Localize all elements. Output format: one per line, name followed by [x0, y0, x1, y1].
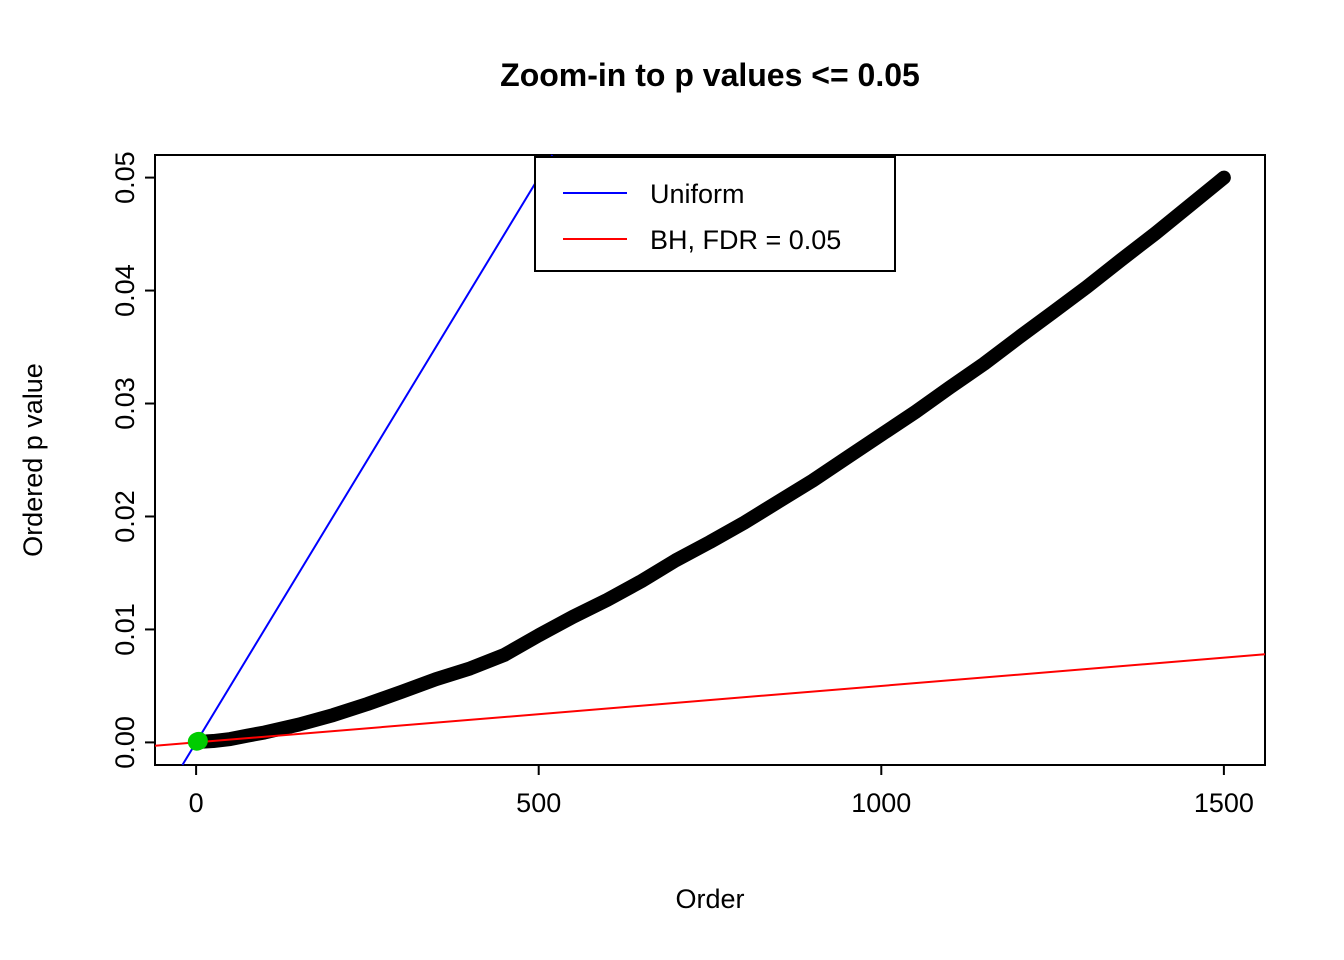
bh-line	[154, 653, 1266, 747]
uniform-line	[181, 154, 554, 766]
legend: Uniform BH, FDR = 0.05	[534, 156, 896, 272]
y-axis-title: Ordered p value	[18, 363, 48, 557]
y-tick-label: 0.02	[110, 490, 140, 543]
legend-label-bh: BH, FDR = 0.05	[650, 225, 841, 255]
x-axis-title: Order	[675, 884, 744, 914]
x-tick-label: 1500	[1194, 788, 1254, 818]
significant-points	[187, 731, 208, 751]
p-value-curve-path	[189, 170, 1231, 749]
plot-border-box	[154, 154, 1266, 766]
plot-title: Zoom-in to p values <= 0.05	[500, 57, 920, 93]
y-axis: 0.00 0.01 0.02 0.03 0.04 0.05	[110, 151, 155, 769]
legend-box	[534, 156, 896, 272]
y-tick-label: 0.05	[110, 151, 140, 204]
y-tick-label: 0.03	[110, 377, 140, 430]
y-tick-label: 0.01	[110, 603, 140, 656]
y-tick-label: 0.04	[110, 264, 140, 317]
significant-point	[189, 731, 208, 750]
y-tick-label: 0.00	[110, 716, 140, 769]
x-tick-label: 0	[189, 788, 204, 818]
x-axis: 0 500 1000 1500	[189, 765, 1254, 818]
ordered-p-value-curve	[189, 170, 1231, 749]
x-tick-label: 1000	[851, 788, 911, 818]
x-tick-label: 500	[516, 788, 561, 818]
legend-label-uniform: Uniform	[650, 179, 745, 209]
reference-lines	[154, 154, 1266, 766]
